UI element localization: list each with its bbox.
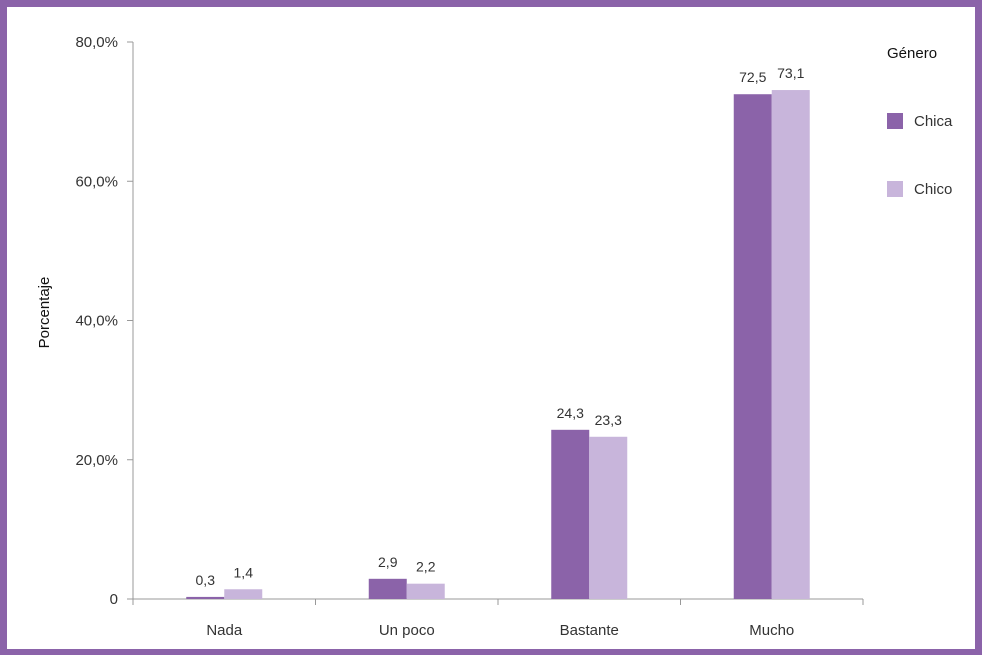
data-label: 72,5	[739, 69, 766, 85]
legend-swatch-chico	[887, 181, 903, 197]
data-label: 2,2	[416, 559, 436, 575]
bar-chico-mucho	[771, 90, 810, 599]
bar-chica-mucho	[733, 94, 772, 599]
y-tick-label: 80,0%	[75, 34, 118, 51]
bar-chica-bastante	[551, 429, 590, 599]
bar-chico-bastante	[589, 436, 628, 599]
bar-chico-nada	[224, 589, 263, 599]
x-tick-label: Bastante	[560, 622, 619, 639]
data-label: 1,4	[234, 564, 254, 580]
y-tick-label: 0	[110, 591, 118, 608]
x-tick-label: Un poco	[379, 622, 435, 639]
y-tick-label: 20,0%	[75, 452, 118, 469]
data-label: 24,3	[557, 405, 584, 421]
legend-label-chico: Chico	[914, 181, 952, 198]
legend-swatch-chica	[887, 113, 903, 129]
y-tick-label: 40,0%	[75, 313, 118, 330]
legend-title: Género	[887, 45, 937, 62]
y-tick-label: 60,0%	[75, 173, 118, 190]
y-axis-title: Porcentaje	[36, 277, 53, 349]
bar-chica-un-poco	[368, 578, 407, 599]
legend-label-chica: Chica	[914, 113, 953, 130]
bar-chico-un-poco	[406, 583, 445, 599]
data-label: 0,3	[196, 572, 216, 588]
data-label: 23,3	[595, 412, 622, 428]
bar-chica-nada	[186, 596, 225, 599]
data-label: 73,1	[777, 65, 804, 81]
data-label: 2,9	[378, 554, 398, 570]
x-tick-label: Mucho	[749, 622, 794, 639]
x-tick-label: Nada	[206, 622, 243, 639]
